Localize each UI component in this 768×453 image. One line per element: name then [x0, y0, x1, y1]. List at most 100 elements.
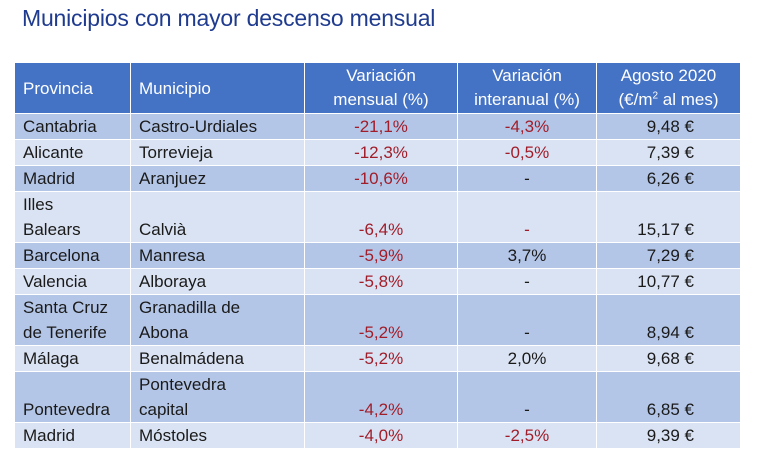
precio-cell: 9,39 € — [596, 422, 741, 449]
municipio-cell: Calvià — [130, 191, 305, 243]
provincia-cell-line: Balears — [23, 220, 81, 239]
municipio-cell: Benalmádena — [130, 345, 305, 372]
municipio-cell: Móstoles — [130, 422, 305, 449]
variacion-mensual-cell: -4,0% — [304, 422, 458, 449]
column-header-provincia: Provincia — [14, 62, 131, 114]
table-row: Pontevedra Pontevedra capital -4,2% -6,85 € — [14, 371, 741, 423]
precio-cell: 9,48 € — [596, 113, 741, 140]
header-line: mensual (%) — [333, 90, 429, 109]
column-header-variacion-interanual: Variación interanual (%) — [457, 62, 597, 114]
municipio-cell: Alboraya — [130, 268, 305, 295]
provincia-cell-line: Cantabria — [23, 117, 97, 136]
variacion-mensual-cell: -5,9% — [304, 242, 458, 269]
provincia-cell-line: Pontevedra — [23, 400, 110, 419]
page-title: Municipios con mayor descenso mensual — [22, 5, 436, 31]
variacion-interanual-cell: - — [457, 371, 597, 423]
table-header-row: Provincia Municipio Variación mensual (%… — [14, 62, 741, 114]
header-line: Variación — [492, 66, 562, 85]
table-row: Cantabria Castro-Urdiales -21,1% -4,3% 9,48 … — [14, 113, 741, 140]
provincia-cell: Madrid — [14, 165, 131, 192]
provincia-cell-line: Barcelona — [23, 246, 100, 265]
variacion-interanual-cell: - — [457, 191, 597, 243]
unit-superscript: 2 — [652, 90, 659, 102]
precio-cell: 6,26 € — [596, 165, 741, 192]
unit-text: (€/m — [618, 90, 653, 109]
variacion-interanual-cell: -4,3% — [457, 113, 597, 140]
municipio-cell-line: Abona — [139, 323, 189, 342]
municipio-cell: Manresa — [130, 242, 305, 269]
precio-cell: 7,39 € — [596, 139, 741, 166]
provincia-cell: Pontevedra — [14, 371, 131, 423]
variacion-interanual-cell: 3,7% — [457, 242, 597, 269]
municipio-cell-line: Alboraya — [139, 272, 207, 291]
provincia-cell-line: Illes — [23, 195, 54, 214]
precio-cell: 10,77 € — [596, 268, 741, 295]
municipio-cell-line: Benalmádena — [139, 349, 244, 368]
precio-cell: 8,94 € — [596, 294, 741, 346]
municipio-cell-line: Torrevieja — [139, 143, 213, 162]
table-row: Illes Balears Calvià -6,4% -15,17 € — [14, 191, 741, 243]
provincia-cell-line: Málaga — [23, 349, 79, 368]
header-line: Variación — [346, 66, 416, 85]
municipio-cell-line: Pontevedra — [139, 375, 226, 394]
header-line: (€/m2 al mes) — [597, 88, 740, 112]
header-line: Agosto 2020 — [620, 66, 717, 85]
variacion-interanual-cell: -0,5% — [457, 139, 597, 166]
table-row: Alicante Torrevieja -12,3% -0,5% 7,39 € — [14, 139, 741, 166]
municipio-cell-line: Móstoles — [139, 426, 208, 445]
provincia-cell: Illes Balears — [14, 191, 131, 243]
data-table: Provincia Municipio Variación mensual (%… — [14, 62, 741, 449]
provincia-cell: Barcelona — [14, 242, 131, 269]
provincia-cell: Alicante — [14, 139, 131, 166]
municipio-cell-line: Aranjuez — [139, 169, 207, 188]
variacion-mensual-cell: -5,2% — [304, 294, 458, 346]
column-header-municipio: Municipio — [130, 62, 305, 114]
column-header-variacion-mensual: Variación mensual (%) — [304, 62, 458, 114]
municipio-cell: Granadilla de Abona — [130, 294, 305, 346]
provincia-cell: Madrid — [14, 422, 131, 449]
variacion-mensual-cell: -5,2% — [304, 345, 458, 372]
provincia-cell: Cantabria — [14, 113, 131, 140]
provincia-cell-line: Madrid — [23, 426, 75, 445]
provincia-cell: Valencia — [14, 268, 131, 295]
variacion-interanual-cell: - — [457, 294, 597, 346]
variacion-mensual-cell: -4,2% — [304, 371, 458, 423]
provincia-cell-line: de Tenerife — [23, 323, 107, 342]
table-body: Cantabria Castro-Urdiales -21,1% -4,3% 9,48 … — [14, 113, 741, 449]
table-row: Santa Cruz de Tenerife Granadilla de Abona -… — [14, 294, 741, 346]
provincia-cell-line: Santa Cruz — [23, 298, 109, 317]
table-row: Valencia Alboraya -5,8% -10,77 € — [14, 268, 741, 295]
provincia-cell-line: Valencia — [23, 272, 87, 291]
municipio-cell-line: capital — [139, 400, 189, 419]
provincia-cell: Santa Cruz de Tenerife — [14, 294, 131, 346]
precio-cell: 6,85 € — [596, 371, 741, 423]
column-header-agosto-2020: Agosto 2020 (€/m2 al mes) — [596, 62, 741, 114]
table-row: Madrid Aranjuez -10,6% -6,26 € — [14, 165, 741, 192]
table-row: Madrid Móstoles -4,0% -2,5% 9,39 € — [14, 422, 741, 449]
variacion-interanual-cell: -2,5% — [457, 422, 597, 449]
municipio-cell-line: Calvià — [139, 220, 187, 239]
unit-text: al mes) — [658, 90, 719, 109]
municipio-cell-line: Castro-Urdiales — [139, 117, 258, 136]
provincia-cell-line: Madrid — [23, 169, 75, 188]
municipio-cell: Aranjuez — [130, 165, 305, 192]
municipio-cell: Pontevedra capital — [130, 371, 305, 423]
table-row: Barcelona Manresa -5,9% 3,7% 7,29 € — [14, 242, 741, 269]
provincia-cell: Málaga — [14, 345, 131, 372]
precio-cell: 7,29 € — [596, 242, 741, 269]
header-line: interanual (%) — [474, 90, 580, 109]
precio-cell: 9,68 € — [596, 345, 741, 372]
municipio-cell-line: Granadilla de — [139, 298, 241, 317]
variacion-mensual-cell: -6,4% — [304, 191, 458, 243]
municipio-cell: Torrevieja — [130, 139, 305, 166]
provincia-cell-line: Alicante — [23, 143, 84, 162]
variacion-interanual-cell: 2,0% — [457, 345, 597, 372]
variacion-mensual-cell: -21,1% — [304, 113, 458, 140]
provincia-cell-line — [23, 372, 122, 397]
precio-cell: 15,17 € — [596, 191, 741, 243]
variacion-interanual-cell: - — [457, 165, 597, 192]
variacion-mensual-cell: -5,8% — [304, 268, 458, 295]
municipio-cell-line: Manresa — [139, 246, 206, 265]
municipio-cell-line — [139, 192, 296, 217]
variacion-mensual-cell: -10,6% — [304, 165, 458, 192]
